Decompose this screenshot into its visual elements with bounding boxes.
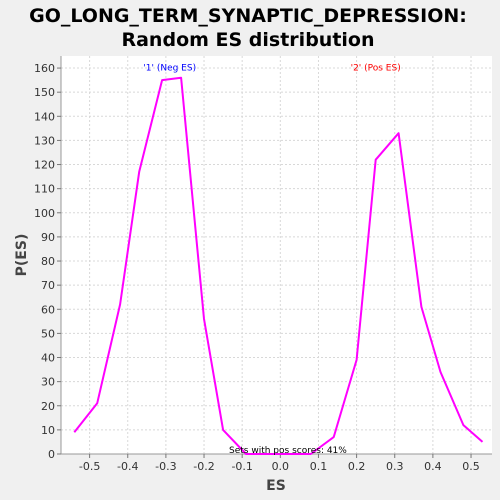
y-tick-label: 100 xyxy=(34,207,55,220)
annotation-label: Sets with pos scores: 41% xyxy=(229,446,347,456)
x-tick-label: 0.2 xyxy=(348,460,366,473)
x-tick-label: 0.5 xyxy=(462,460,480,473)
x-tick-label: 0.3 xyxy=(386,460,404,473)
x-tick-label: -0.3 xyxy=(155,460,176,473)
y-tick-label: 90 xyxy=(41,231,55,244)
chart-title-line-2: Random ES distribution xyxy=(121,29,374,51)
y-tick-label: 150 xyxy=(34,86,55,99)
plot-area xyxy=(61,56,492,454)
y-tick-label: 80 xyxy=(41,255,55,268)
y-tick-label: 50 xyxy=(41,327,55,340)
series-layer xyxy=(73,76,484,455)
y-tick-label: 60 xyxy=(41,303,55,316)
series-line xyxy=(73,76,484,455)
y-tick-label: 0 xyxy=(48,448,55,461)
x-tick-label: -0.5 xyxy=(79,460,100,473)
x-tick-label: 0.4 xyxy=(424,460,442,473)
annotation-label: '2' (Pos ES) xyxy=(351,63,401,73)
chart-title-line-1: GO_LONG_TERM_SYNAPTIC_DEPRESSION: xyxy=(29,5,467,27)
y-tick-label: 120 xyxy=(34,159,55,172)
y-tick-label: 160 xyxy=(34,62,55,75)
x-ticks: -0.5 -0.4 -0.3 -0.2 -0.1 0.0 0.1 0.2 0.3 0.4 0.5 xyxy=(79,454,480,473)
annotation-label: '1' (Neg ES) xyxy=(143,63,196,73)
y-tick-label: 110 xyxy=(34,183,55,196)
x-axis-label: ES xyxy=(266,478,286,494)
y-tick-label: 10 xyxy=(41,424,55,437)
x-tick-label: -0.4 xyxy=(117,460,138,473)
y-tick-label: 30 xyxy=(41,376,55,389)
y-tick-label: 20 xyxy=(41,400,55,413)
y-tick-label: 140 xyxy=(34,110,55,123)
y-tick-label: 70 xyxy=(41,279,55,292)
y-tick-label: 40 xyxy=(41,352,55,365)
y-tick-label: 130 xyxy=(34,134,55,147)
y-axis-label: P(ES) xyxy=(14,234,30,277)
x-tick-label: 0.1 xyxy=(310,460,328,473)
y-ticks: 0 10 20 30 40 50 60 70 80 90 100 110 120 130 140 150 160 xyxy=(34,62,61,461)
annotations: '1' (Neg ES) '2' (Pos ES) Sets with pos sc… xyxy=(143,63,400,455)
x-tick-label: -0.2 xyxy=(193,460,214,473)
x-tick-label: -0.1 xyxy=(231,460,252,473)
x-tick-label: 0.0 xyxy=(272,460,290,473)
